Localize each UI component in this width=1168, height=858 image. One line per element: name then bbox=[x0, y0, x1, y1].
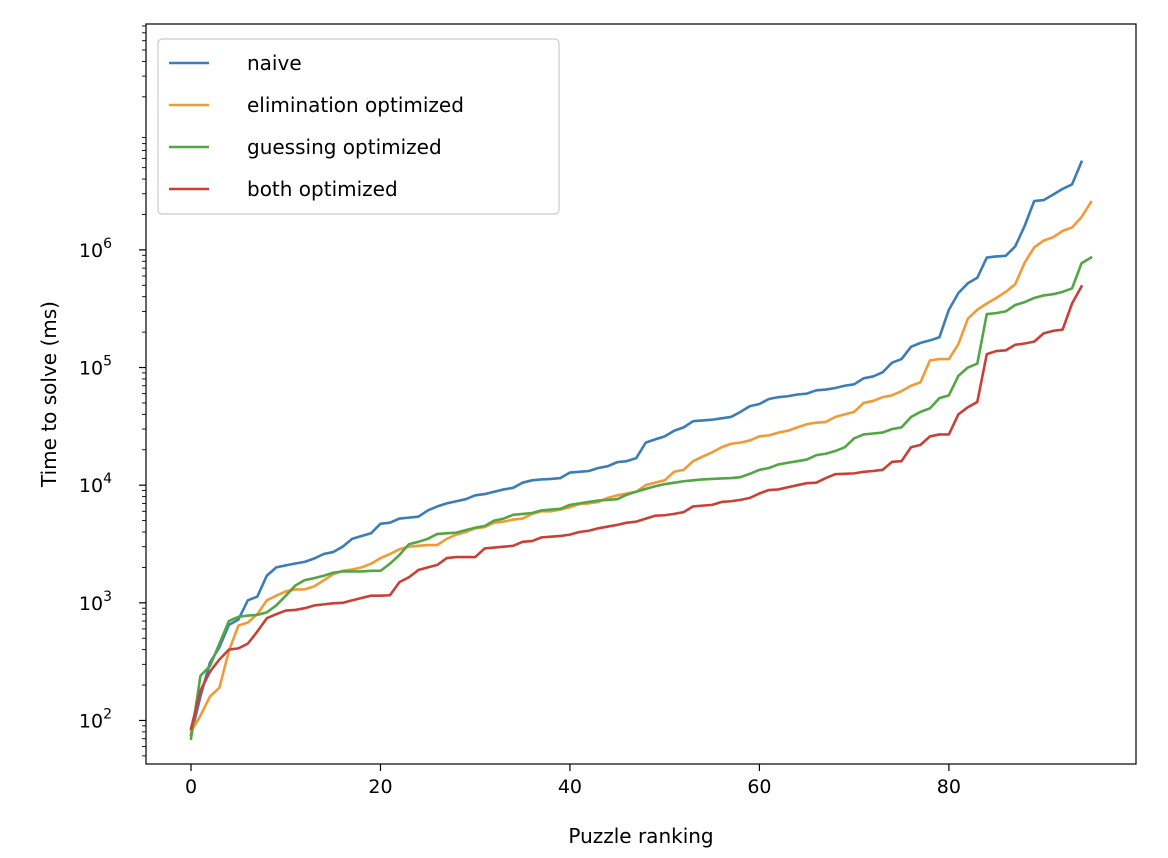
x-tick-label: 80 bbox=[937, 776, 961, 798]
series-line-3 bbox=[189, 284, 1084, 731]
legend-label-1: elimination optimized bbox=[247, 93, 464, 117]
x-axis-label: Puzzle ranking bbox=[568, 824, 713, 848]
y-tick-label: 103 bbox=[79, 589, 112, 615]
legend-label-0: naive bbox=[247, 51, 302, 75]
x-tick-label: 40 bbox=[558, 776, 582, 798]
x-axis: 0 20 40 60 80 bbox=[185, 764, 961, 798]
series-layer bbox=[189, 160, 1093, 741]
y-axis-label: Time to solve (ms) bbox=[37, 301, 61, 488]
x-tick-label: 0 bbox=[185, 776, 197, 798]
x-tick-label: 20 bbox=[368, 776, 392, 798]
y-tick-label: 106 bbox=[79, 236, 112, 262]
legend-label-2: guessing optimized bbox=[247, 135, 442, 159]
y-tick-label: 102 bbox=[79, 706, 112, 732]
y-tick-label: 104 bbox=[79, 471, 112, 497]
x-tick-label: 60 bbox=[747, 776, 771, 798]
legend-box bbox=[157, 38, 560, 215]
y-tick-label: 105 bbox=[79, 354, 112, 380]
legend: naive elimination optimized guessing optim… bbox=[157, 38, 560, 215]
series-line-0 bbox=[189, 160, 1084, 737]
y-axis: 102 103 104 105 106 bbox=[79, 25, 146, 757]
legend-label-3: both optimized bbox=[247, 177, 398, 201]
series-line-2 bbox=[189, 255, 1093, 741]
